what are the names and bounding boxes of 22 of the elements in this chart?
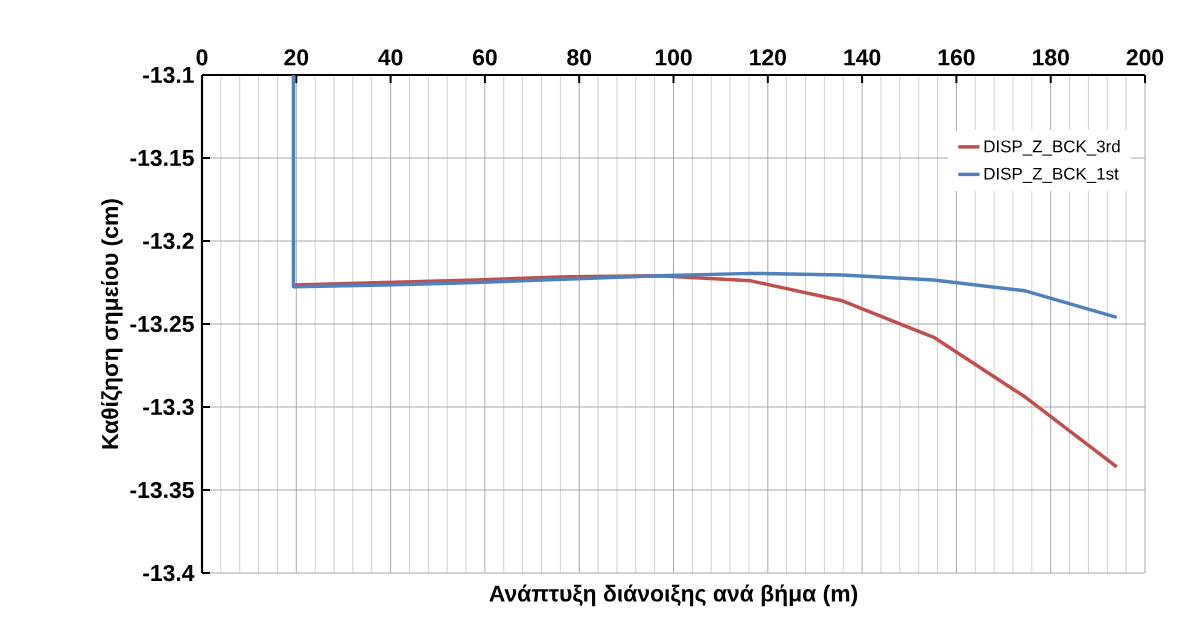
x-tick-label: 0 xyxy=(196,49,208,66)
y-tick-label: -13.4 xyxy=(143,564,195,582)
x-tick-label: 40 xyxy=(378,49,403,66)
y-tick-label: -13.2 xyxy=(143,232,194,250)
x-tick-label: 180 xyxy=(1033,49,1069,66)
x-tick-label: 100 xyxy=(655,49,692,66)
y-tick-label: -13.35 xyxy=(130,481,194,499)
x-tick-label: 60 xyxy=(473,49,497,66)
legend-label: DISP_Z_BCK_1st xyxy=(984,167,1119,183)
legend-label: DISP_Z_BCK_3rd xyxy=(984,139,1120,156)
x-tick-label: 80 xyxy=(567,49,592,66)
y-axis-title: Καθίζηση σημείου (cm) xyxy=(101,199,123,449)
x-tick-label: 200 xyxy=(1126,49,1164,66)
y-tick-label: -13.1 xyxy=(143,66,194,84)
y-tick-label: -13.3 xyxy=(143,398,194,416)
x-tick-label: 160 xyxy=(938,49,975,66)
x-tick-label: 120 xyxy=(750,49,786,66)
x-tick-label: 20 xyxy=(284,49,309,66)
x-axis-title: Ανάπτυξη διάνοιξης ανά βήμα (m) xyxy=(489,584,858,607)
x-tick-label: 140 xyxy=(844,49,881,66)
y-tick-label: -13.25 xyxy=(130,315,194,333)
y-tick-label: -13.15 xyxy=(130,149,194,167)
